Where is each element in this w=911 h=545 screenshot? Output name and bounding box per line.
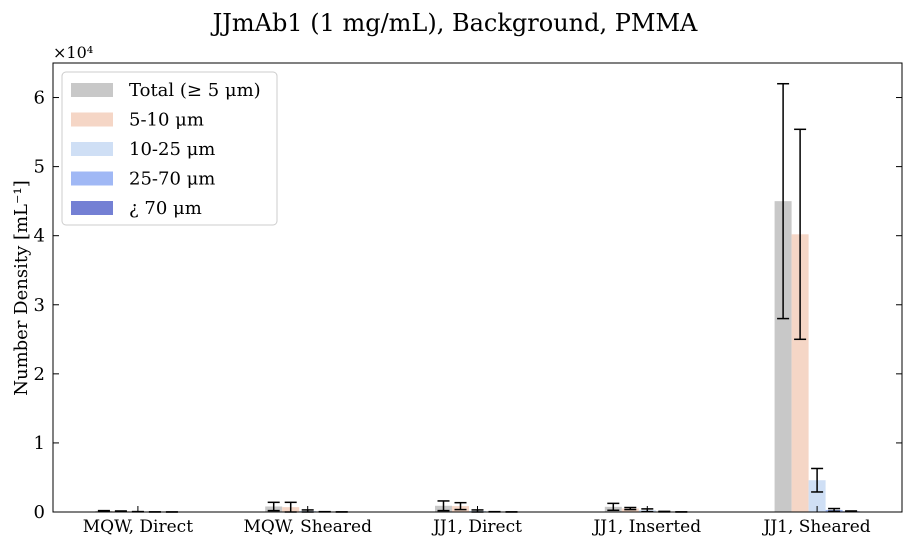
y-tick-label: 2	[34, 364, 45, 385]
error-bar	[437, 500, 450, 512]
y-tick-label: 1	[34, 433, 45, 454]
legend-swatch	[71, 112, 113, 127]
x-tick-label: JJ1, Inserted	[591, 517, 701, 537]
legend-swatch	[71, 171, 113, 186]
legend: Total (≥ 5 μm) 5-10 μm 10-25 μm 25-70 μm ¿ 7…	[61, 71, 278, 226]
error-bar	[794, 128, 807, 341]
legend-label: ¿ 70 μm	[129, 198, 202, 219]
y-tick-label: 5	[34, 157, 45, 178]
y-tick-label: 3	[34, 295, 45, 316]
legend-swatch	[71, 201, 113, 215]
bar	[774, 201, 792, 512]
chart-title: JJmAb1 (1 mg/mL), Background, PMMA	[210, 9, 698, 37]
x-tick-label: MQW, Sheared	[243, 517, 372, 537]
x-tick-label: JJ1, Sheared	[762, 517, 871, 537]
error-bar	[624, 506, 637, 511]
legend-label: 5-10 μm	[129, 110, 204, 131]
y-tick-label: 4	[34, 226, 45, 247]
legend-label: Total (≥ 5 μm)	[129, 80, 261, 101]
error-bar	[777, 82, 790, 320]
legend-label: 10-25 μm	[129, 139, 215, 160]
error-bar	[267, 501, 280, 512]
y-axis-label: Number Density [mL⁻¹]	[11, 180, 32, 396]
x-axis-ticks: MQW, Direct MQW, Sheared JJ1, Direct JJ1, I…	[83, 506, 871, 537]
legend-swatch	[71, 142, 113, 156]
error-bar	[607, 502, 620, 512]
y-tick-label: 6	[34, 88, 45, 109]
error-bar	[97, 509, 110, 513]
error-bar	[828, 507, 841, 513]
x-tick-label: MQW, Direct	[83, 517, 193, 537]
bars-layer	[95, 201, 860, 512]
error-bar	[811, 467, 824, 493]
legend-box	[61, 71, 278, 226]
legend-label: 25-70 μm	[129, 169, 215, 190]
legend-swatch	[71, 83, 113, 97]
x-tick-label: JJ1, Direct	[431, 517, 522, 537]
bar	[808, 480, 826, 512]
error-bar	[454, 501, 467, 511]
y-tick-label: 0	[34, 502, 45, 523]
y-multiplier-label: ×10⁴	[53, 43, 93, 62]
y-axis-ticks: 0 1 2 3 4 5 6	[34, 88, 902, 523]
bar	[791, 234, 809, 512]
